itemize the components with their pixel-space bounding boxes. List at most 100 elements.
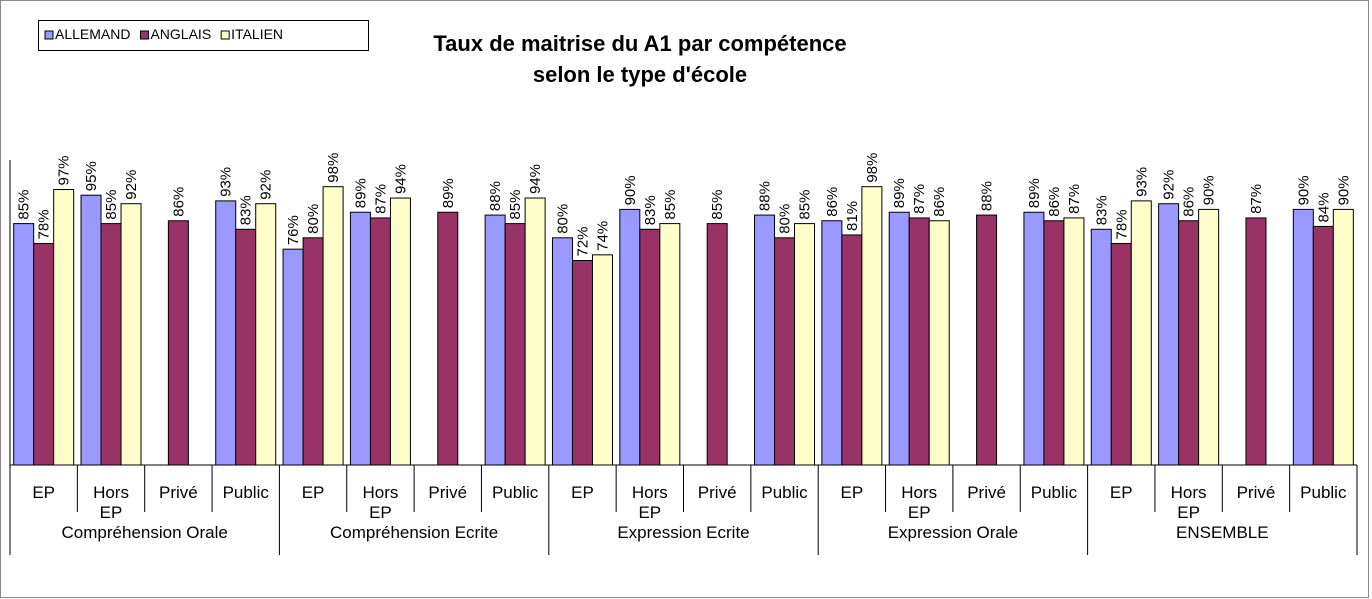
bar xyxy=(706,223,728,466)
x-tick-label-text: EP xyxy=(571,483,594,502)
value-label: 85% xyxy=(16,190,33,220)
x-tick-label: Hors EP xyxy=(886,465,953,532)
bar xyxy=(774,237,796,466)
x-tick-label-text: Privé xyxy=(967,483,1006,502)
value-label: 95% xyxy=(83,161,100,191)
x-tick-label-text: EP xyxy=(1109,483,1133,502)
bar xyxy=(1332,208,1354,466)
x-tick-label: EP xyxy=(1088,465,1155,532)
value-label: 87% xyxy=(911,184,928,214)
bar xyxy=(659,223,681,466)
bar xyxy=(255,203,277,466)
bar xyxy=(571,260,593,466)
group-label: Compréhension Ecrite xyxy=(279,523,548,543)
value-label: 94% xyxy=(527,164,544,194)
value-label: 78% xyxy=(1113,209,1130,239)
bar xyxy=(1178,220,1200,466)
x-tick-label: Privé xyxy=(145,465,212,532)
value-label: 86% xyxy=(1046,187,1063,217)
bar xyxy=(235,228,257,466)
legend-swatch xyxy=(44,30,54,40)
value-label: 88% xyxy=(979,181,996,211)
bar xyxy=(437,211,459,466)
value-label: 85% xyxy=(797,190,814,220)
value-label: 84% xyxy=(1315,192,1332,222)
bar xyxy=(100,223,122,466)
x-tick-label-text: EP xyxy=(32,483,56,502)
value-label: 93% xyxy=(218,167,235,197)
value-label: 85% xyxy=(662,190,679,220)
bar xyxy=(349,211,371,466)
value-label: 81% xyxy=(844,201,861,231)
bar xyxy=(821,220,843,466)
bar xyxy=(1043,220,1065,466)
value-label: 74% xyxy=(594,221,611,251)
group-label-text: Compréhension Ecrite xyxy=(329,523,499,542)
x-tick-label-text: EP xyxy=(301,483,325,502)
legend-swatch xyxy=(139,30,149,40)
bar xyxy=(928,220,950,466)
value-label: 85% xyxy=(507,190,524,220)
value-label: 90% xyxy=(1295,175,1312,205)
value-label: 94% xyxy=(392,164,409,194)
legend-box xyxy=(38,20,369,51)
bar xyxy=(1110,242,1132,466)
x-tick-label: Public xyxy=(481,465,548,532)
bar xyxy=(754,214,776,466)
x-tick-label: EP xyxy=(10,465,77,532)
bar xyxy=(1312,225,1334,466)
group-label: Expression Ecrite xyxy=(549,523,818,543)
bar xyxy=(1063,217,1085,466)
bar xyxy=(369,217,391,466)
value-label: 87% xyxy=(1248,184,1265,214)
bar xyxy=(888,211,910,466)
value-label: 92% xyxy=(123,170,140,200)
bar xyxy=(282,248,304,466)
value-label: 80% xyxy=(305,204,322,234)
x-tick-label: Hors EP xyxy=(1155,465,1222,532)
bar xyxy=(1245,217,1267,466)
bar xyxy=(13,223,35,466)
x-tick-label: Public xyxy=(212,465,279,532)
value-label: 93% xyxy=(1133,167,1150,197)
bar xyxy=(1198,208,1220,466)
x-tick-label: Public xyxy=(1290,465,1357,532)
value-label: 80% xyxy=(777,204,794,234)
value-label: 86% xyxy=(1181,187,1198,217)
group-label: Compréhension Orale xyxy=(10,523,279,543)
value-label: 98% xyxy=(864,153,881,183)
value-label: 86% xyxy=(931,187,948,217)
x-tick-label-text: Privé xyxy=(428,483,468,502)
x-tick-label: Privé xyxy=(684,465,751,532)
bar xyxy=(484,214,506,466)
bar xyxy=(33,242,55,466)
x-tick-label: Public xyxy=(1020,465,1087,532)
bar xyxy=(389,197,411,466)
bar xyxy=(322,186,344,466)
x-tick-label: Public xyxy=(751,465,818,532)
x-tick-label-text: Privé xyxy=(697,483,737,502)
value-label: 89% xyxy=(891,178,908,208)
value-label: 89% xyxy=(1026,178,1043,208)
group-label: ENSEMBLE xyxy=(1088,523,1357,543)
value-label: 90% xyxy=(622,175,639,205)
bar xyxy=(302,237,324,466)
bar xyxy=(861,186,883,466)
legend-swatch xyxy=(220,30,230,40)
value-label: 83% xyxy=(1093,195,1110,225)
x-tick-label-text: Hors EP xyxy=(631,483,668,522)
bar xyxy=(53,189,75,466)
value-label: 86% xyxy=(170,187,187,217)
x-tick-label-text: Public xyxy=(1300,483,1347,502)
bar xyxy=(215,200,237,466)
value-label: 85% xyxy=(103,190,120,220)
chart-title: Taux de maitrise du A1 par compétence xyxy=(433,31,846,56)
x-tick-label-text: Public xyxy=(1030,483,1078,502)
x-tick-label: Hors EP xyxy=(347,465,414,532)
value-label: 90% xyxy=(1201,175,1218,205)
x-tick-label-text: Public xyxy=(222,483,269,502)
x-tick-label: EP xyxy=(279,465,346,532)
group-label-text: ENSEMBLE xyxy=(1175,523,1269,542)
x-tick-label-text: Hors EP xyxy=(362,483,399,522)
bar xyxy=(80,194,102,466)
